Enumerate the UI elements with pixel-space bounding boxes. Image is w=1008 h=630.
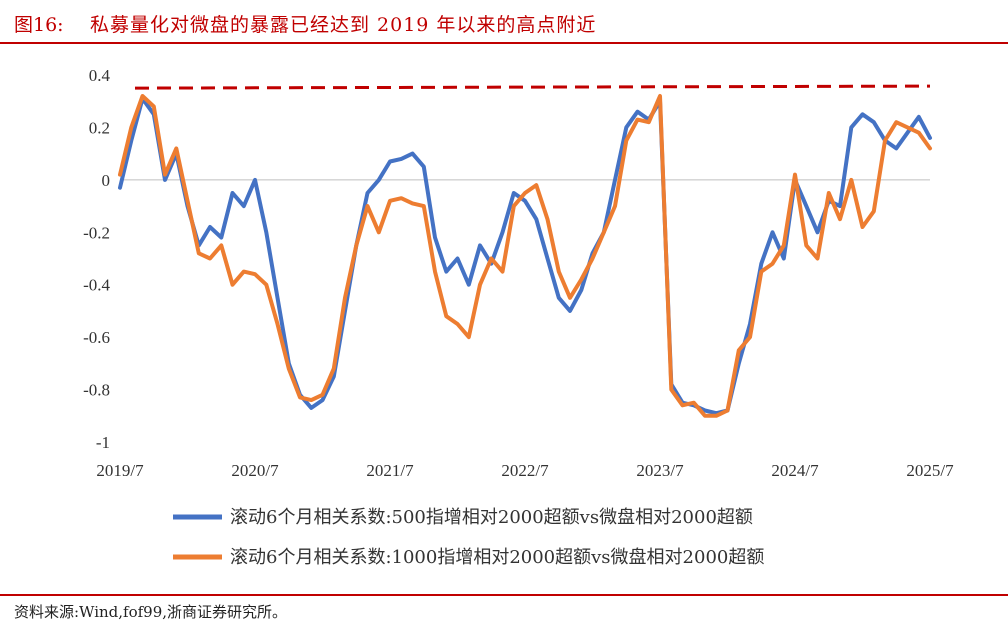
line-chart: 0.40.20-0.2-0.4-0.6-0.8-1 2019/7 2020/7 20… <box>83 66 954 568</box>
x-axis: 2019/7 2020/7 2021/7 2022/7 2023/7 2024/7 2025… <box>96 461 954 480</box>
legend-label-2: 滚动6个月相关系数:1000指增相对2000超额vs微盘相对2000超额 <box>230 547 764 568</box>
x-tick-label: 2019/7 <box>96 461 144 480</box>
x-tick-label: 2021/7 <box>366 461 414 480</box>
y-tick-label: 0.4 <box>89 66 111 85</box>
series-line-2 <box>118 94 932 418</box>
series-group <box>118 94 932 418</box>
figure-header: 图16: 私募量化对微盘的暴露已经达到 2019 年以来的高点附近 <box>0 0 1008 42</box>
x-tick-label: 2022/7 <box>501 461 549 480</box>
legend: 滚动6个月相关系数:500指增相对2000超额vs微盘相对2000超额滚动6个月… <box>173 507 764 568</box>
reference-line <box>134 84 931 90</box>
y-tick-label: 0 <box>102 171 111 190</box>
figure-title: 私募量化对微盘的暴露已经达到 2019 年以来的高点附近 <box>90 14 597 36</box>
y-tick-label: -0.8 <box>83 381 110 400</box>
title-divider <box>0 42 1008 44</box>
y-tick-label: -0.6 <box>83 328 110 347</box>
x-tick-label: 2020/7 <box>231 461 279 480</box>
footer-divider <box>0 594 1008 596</box>
source-note: 资料来源:Wind,fof99,浙商证券研究所。 <box>14 603 288 621</box>
y-tick-label: 0.2 <box>89 118 110 137</box>
figure-label: 图16: <box>14 14 64 36</box>
series-line-1 <box>118 96 932 416</box>
legend-label-1: 滚动6个月相关系数:500指增相对2000超额vs微盘相对2000超额 <box>230 507 753 528</box>
y-tick-label: -0.2 <box>83 223 110 242</box>
x-tick-label: 2024/7 <box>771 461 819 480</box>
y-axis: 0.4 0.2 0 -0.2 -0.4 -0.6 -0.8 -1 <box>83 66 110 452</box>
y-tick-label: -1 <box>96 433 110 452</box>
y-tick-label: -0.4 <box>83 276 110 295</box>
x-tick-label: 2023/7 <box>636 461 684 480</box>
x-tick-label: 2025/7 <box>906 461 954 480</box>
